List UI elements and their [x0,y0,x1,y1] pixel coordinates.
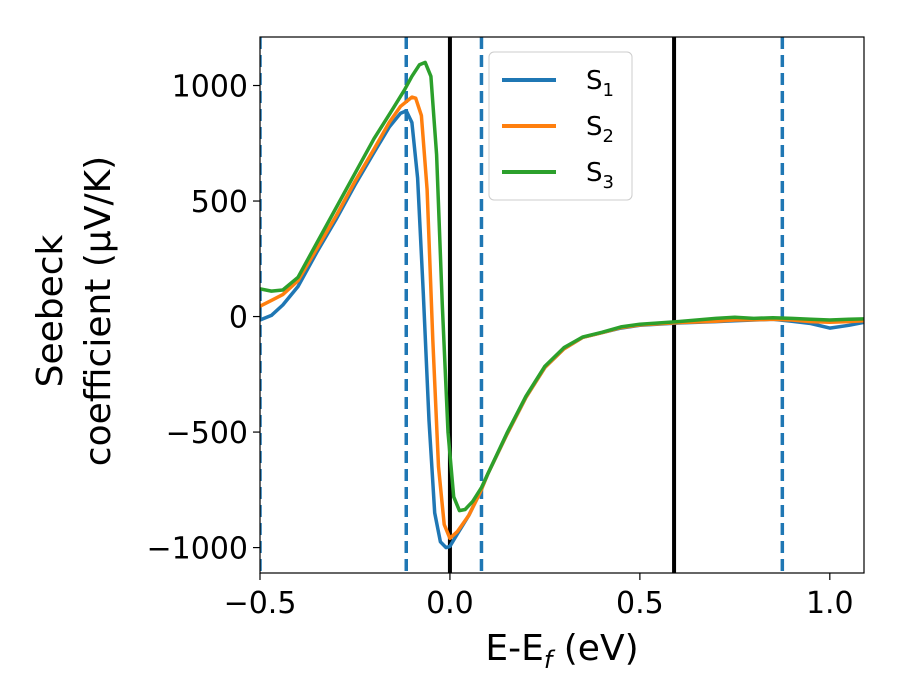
y-tick-label: −500 [166,416,248,451]
x-axis-label: E-Ef (eV) [485,628,638,674]
x-tick-label: 0.5 [616,586,664,621]
x-tick-label: 1.0 [806,586,854,621]
y-tick-label: 500 [191,185,248,220]
y-axis-label-line2: coefficient (μV/K) [78,156,119,466]
y-tick-label: −1000 [147,532,248,567]
plot-frame [259,36,865,574]
x-axis-label-main: E-E [485,628,543,669]
y-axis-ticks: −1000 −500 0 500 1000 [147,70,260,567]
y-axis-label-line1: Seebeck [30,234,71,387]
y-axis-label: Seebeck coefficient (μV/K) [30,156,119,466]
y-tick-label: 1000 [172,70,248,105]
x-axis-ticks: −0.5 0.0 0.5 1.0 [224,573,854,621]
series-layer [260,60,864,550]
series-line-s2 [260,95,864,541]
x-axis-label-unit: (eV) [552,628,638,669]
legend: S1 S2 S3 [488,51,633,201]
series-line-s3 [260,60,864,513]
x-tick-label: −0.5 [224,586,297,621]
legend-label-s1: S1 [586,66,614,101]
vertical-reference-lines [260,37,785,573]
legend-box [488,51,633,201]
legend-label-s2: S2 [586,112,614,147]
x-tick-label: 0.0 [426,586,474,621]
legend-label-s3: S3 [586,158,614,193]
y-tick-label: 0 [229,301,248,336]
